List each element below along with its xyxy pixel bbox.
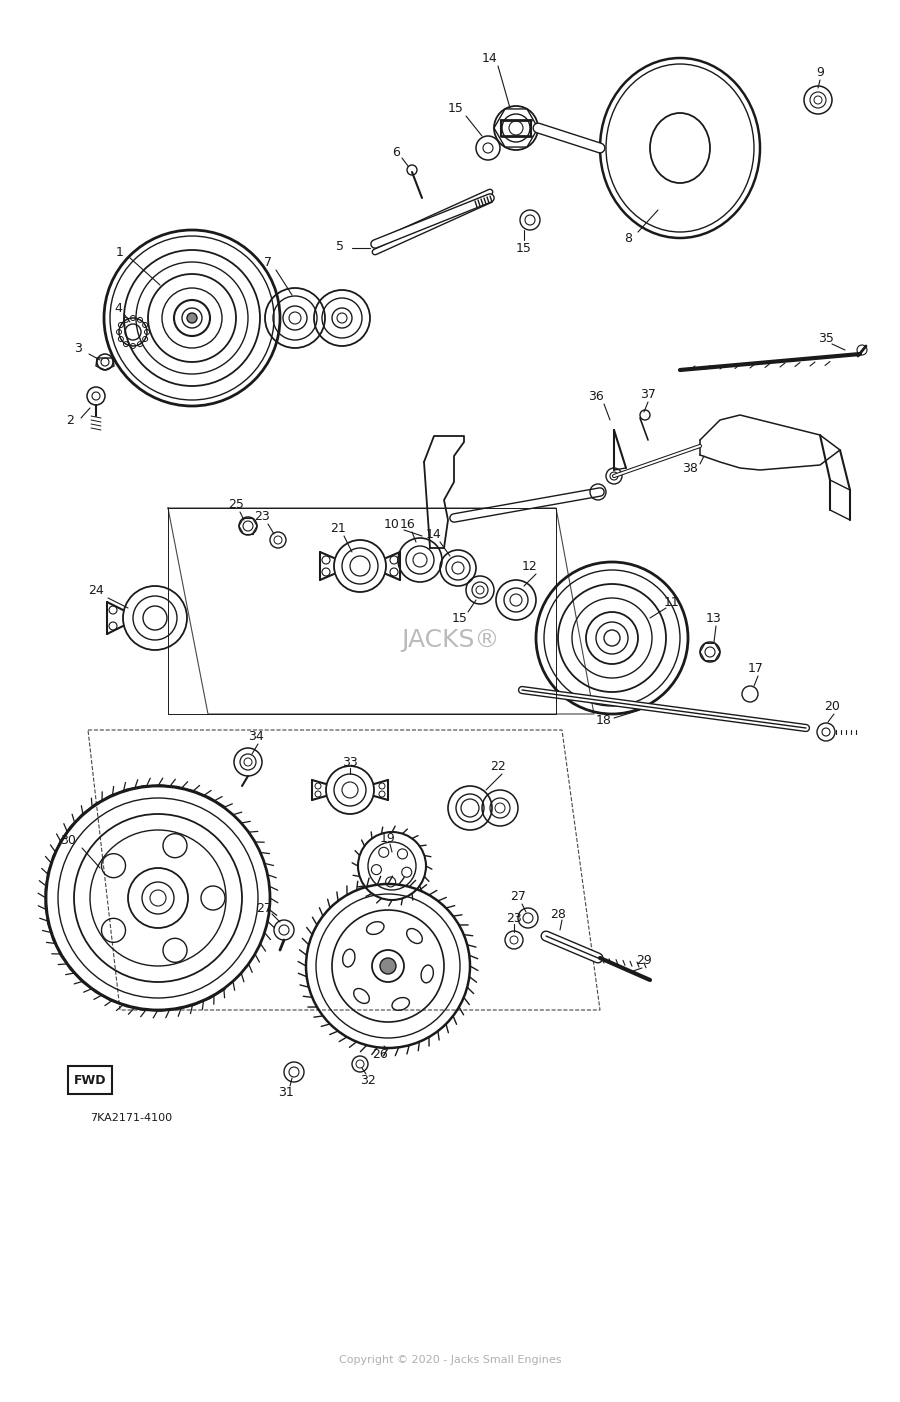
Text: 26: 26 <box>372 1047 388 1060</box>
Text: 24: 24 <box>88 583 104 596</box>
Text: 16: 16 <box>400 517 416 530</box>
Text: 12: 12 <box>522 559 538 572</box>
Text: 7: 7 <box>264 255 272 269</box>
Text: 31: 31 <box>278 1085 294 1099</box>
Text: 29: 29 <box>636 953 652 966</box>
Text: 28: 28 <box>550 907 566 921</box>
Text: 9: 9 <box>816 66 824 79</box>
Text: 14: 14 <box>426 527 442 541</box>
Text: 27: 27 <box>510 889 526 903</box>
Text: 18: 18 <box>596 714 612 726</box>
Text: 7KA2171-4100: 7KA2171-4100 <box>90 1113 172 1123</box>
Text: 38: 38 <box>682 461 698 474</box>
Text: Copyright © 2020 - Jacks Small Engines: Copyright © 2020 - Jacks Small Engines <box>338 1354 562 1366</box>
Text: FWD: FWD <box>74 1074 106 1088</box>
Text: 13: 13 <box>706 611 722 624</box>
Text: 32: 32 <box>360 1074 376 1087</box>
Text: 15: 15 <box>452 611 468 624</box>
Circle shape <box>187 313 197 322</box>
Text: 37: 37 <box>640 387 656 401</box>
Text: 2: 2 <box>66 414 74 426</box>
Text: 19: 19 <box>380 831 396 844</box>
Text: 23: 23 <box>254 509 270 523</box>
Text: 35: 35 <box>818 331 834 345</box>
Text: 36: 36 <box>588 390 604 402</box>
Text: 15: 15 <box>448 101 464 115</box>
Text: 11: 11 <box>664 596 680 608</box>
Text: 15: 15 <box>516 241 532 255</box>
Text: 14: 14 <box>482 52 498 64</box>
Text: 34: 34 <box>248 729 264 743</box>
Text: 4: 4 <box>114 301 122 314</box>
Text: JACKS®: JACKS® <box>400 628 500 652</box>
Text: 17: 17 <box>748 662 764 674</box>
Text: 33: 33 <box>342 756 358 768</box>
FancyBboxPatch shape <box>68 1066 112 1094</box>
Text: 5: 5 <box>336 240 344 252</box>
Text: 20: 20 <box>824 700 840 712</box>
Text: 23: 23 <box>506 911 522 924</box>
Text: 6: 6 <box>392 146 400 158</box>
Text: 1: 1 <box>116 245 124 258</box>
Text: 21: 21 <box>330 522 346 534</box>
Text: 8: 8 <box>624 231 632 244</box>
Text: 22: 22 <box>491 760 506 773</box>
Text: 27: 27 <box>256 901 272 914</box>
Circle shape <box>380 958 396 974</box>
Text: 3: 3 <box>74 342 82 355</box>
Text: 25: 25 <box>228 498 244 510</box>
Text: 10: 10 <box>384 517 400 530</box>
Text: 30: 30 <box>60 834 76 847</box>
